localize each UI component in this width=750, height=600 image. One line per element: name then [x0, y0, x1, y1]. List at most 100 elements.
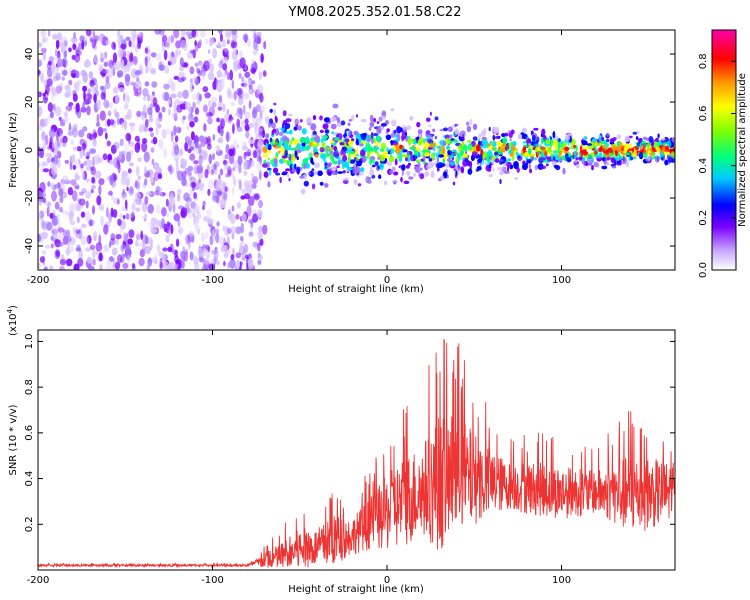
spectrogram-cell — [221, 181, 227, 188]
spectrogram-cell — [162, 207, 166, 217]
spectrogram-cell — [55, 39, 60, 50]
spectrogram-cell — [125, 132, 132, 142]
spectrogram-cell — [262, 224, 268, 235]
spectrogram-cell — [359, 172, 364, 176]
spectrogram-cell — [189, 78, 193, 83]
spectrogram-cell — [147, 257, 153, 267]
spectrogram-cell — [360, 118, 367, 123]
spectrogram-cell — [279, 176, 282, 184]
spectrogram-cell — [306, 117, 312, 124]
spectrogram-cell — [42, 168, 50, 173]
spectrogram-cell — [369, 114, 374, 123]
spectrogram-cell — [76, 80, 82, 86]
spectrogram-cell — [125, 151, 132, 162]
spectrogram-y-tick-label: 20 — [24, 96, 35, 109]
spectrogram-cell — [98, 65, 104, 72]
spectrogram-cell — [479, 161, 482, 168]
spectrogram-cell — [237, 95, 244, 106]
spectrogram-cell — [602, 157, 606, 162]
spectrogram-cell — [177, 226, 184, 235]
spectrogram-cell — [244, 151, 251, 157]
spectrogram-cell — [135, 233, 141, 241]
spectrogram-cell — [68, 122, 72, 131]
spectrogram-cell — [447, 126, 453, 132]
spectrogram-cell — [47, 67, 53, 78]
spectrogram-cell — [120, 43, 127, 50]
spectrogram-cell — [244, 71, 251, 78]
spectrogram-cell — [251, 183, 257, 189]
spectrogram-cell — [168, 52, 175, 63]
spectrogram-cell — [598, 147, 602, 152]
spectrogram-cell — [81, 143, 87, 150]
spectrogram-cell — [130, 263, 133, 268]
spectrogram-cell — [497, 166, 503, 171]
spectrogram-cell — [430, 170, 435, 179]
spectrogram-cell — [402, 124, 406, 131]
spectrogram-cell — [369, 121, 375, 128]
spectrogram-cell — [105, 75, 110, 84]
spectrogram-cell — [158, 64, 166, 71]
spectrogram-cell — [424, 171, 429, 177]
spectrogram-cell — [173, 213, 180, 222]
spectrogram-cell — [263, 40, 267, 50]
spectrogram-cell — [61, 76, 65, 81]
spectrogram-cell — [113, 61, 117, 72]
spectrogram-cell — [176, 170, 184, 181]
spectrogram-cell — [257, 254, 264, 261]
spectrogram-cell — [207, 246, 211, 253]
spectrogram-cell — [41, 191, 46, 200]
spectrogram-cell — [57, 227, 65, 233]
spectrogram-cell — [248, 100, 252, 109]
spectrogram-cell — [362, 155, 366, 163]
spectrogram-cell — [373, 118, 376, 123]
spectrogram-cell — [194, 40, 197, 46]
spectrogram-cell — [175, 263, 179, 268]
spectrogram-cell — [162, 247, 168, 252]
spectrogram-cell — [165, 234, 170, 243]
spectrogram-cell — [191, 30, 196, 38]
spectrogram-cell — [101, 128, 108, 132]
spectrogram-cell — [127, 168, 132, 174]
spectrogram-cell — [198, 93, 202, 102]
spectrogram-cell — [348, 158, 351, 163]
spectrogram-cell — [601, 137, 605, 141]
spectrogram-cell — [38, 146, 42, 157]
spectrogram-cell — [472, 151, 478, 157]
spectrogram-cell — [555, 165, 561, 171]
spectrogram-cell — [265, 133, 270, 139]
spectrogram-cell — [340, 120, 346, 126]
spectrogram-cell — [226, 131, 229, 143]
spectrogram-cell — [458, 144, 463, 152]
spectrogram-cell — [526, 159, 529, 165]
spectrogram-cell — [408, 176, 414, 180]
spectrogram-cell — [229, 213, 237, 224]
spectrogram-cell — [167, 35, 171, 43]
spectrogram-cell — [78, 198, 86, 206]
spectrogram-cell — [333, 146, 338, 152]
spectrogram-cell — [38, 59, 43, 67]
spectrogram-cell — [646, 142, 651, 150]
spectrogram-cell — [273, 145, 280, 149]
spectrogram-cell — [630, 156, 633, 161]
spectrogram-cell — [447, 157, 451, 163]
spectrogram-cell — [332, 103, 339, 109]
spectrogram-cell — [220, 118, 225, 130]
spectrogram-cell — [200, 30, 206, 38]
spectrogram-cell — [284, 122, 291, 130]
spectrogram-cell — [389, 169, 394, 175]
snr-series-line — [38, 338, 675, 569]
spectrogram-cell — [112, 209, 118, 218]
spectrogram-cell — [616, 160, 622, 164]
spectrogram-cell — [339, 142, 345, 146]
spectrogram-cell — [523, 146, 527, 151]
spectrogram-cell — [317, 170, 323, 176]
spectrogram-cell — [376, 126, 382, 134]
spectrogram-cell — [38, 262, 41, 269]
spectrogram-cell — [252, 106, 257, 115]
spectrogram-cell — [119, 213, 123, 219]
spectrogram-cell — [443, 127, 448, 132]
spectrogram-cell — [419, 173, 425, 180]
spectrogram-cell — [63, 179, 71, 185]
spectrogram-cell — [517, 133, 523, 140]
spectrogram-cell — [179, 57, 184, 67]
